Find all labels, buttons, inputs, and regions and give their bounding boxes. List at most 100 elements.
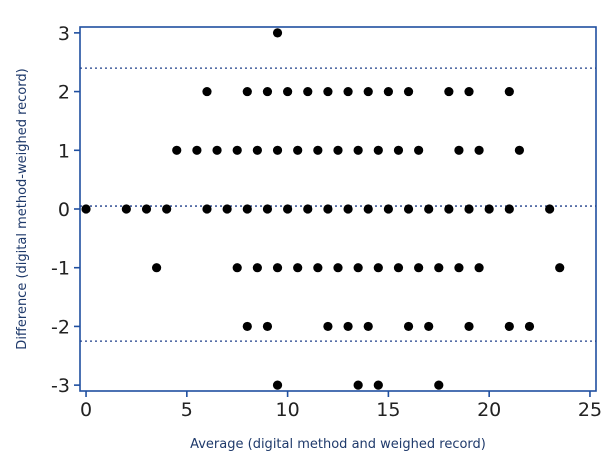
data-point-33 [162, 204, 172, 214]
data-point-29 [514, 145, 525, 155]
data-point-15 [192, 145, 202, 155]
data-point-74 [504, 321, 514, 332]
y-tick-label--1: -1 [51, 258, 70, 280]
x-axis-title: Average (digital method and weighed reco… [190, 437, 486, 452]
data-point-50 [545, 204, 555, 214]
data-point-17 [232, 145, 242, 155]
data-point-22 [333, 145, 343, 155]
data-point-3 [262, 86, 273, 97]
data-point-66 [242, 321, 252, 332]
data-point-40 [323, 204, 333, 214]
x-tick-label-5: 5 [181, 399, 193, 421]
data-point-78 [373, 380, 383, 390]
data-point-68 [323, 321, 333, 332]
axis-ticks: 0 5 10 15 20 25 -3 -2 -1 0 1 2 3 [51, 23, 602, 421]
data-point-61 [414, 263, 424, 273]
data-point-21 [313, 145, 323, 155]
data-point-10 [403, 86, 414, 97]
data-point-11 [444, 86, 454, 97]
data-point-43 [383, 204, 393, 214]
data-point-38 [283, 204, 293, 214]
data-point-37 [262, 204, 273, 214]
data-point-7 [343, 86, 353, 97]
data-point-58 [353, 263, 363, 273]
data-point-5 [303, 86, 313, 97]
data-point-53 [252, 263, 262, 273]
data-point-70 [363, 321, 373, 332]
data-point-69 [343, 321, 353, 332]
x-tick-label-20: 20 [477, 399, 501, 421]
data-point-9 [383, 86, 393, 97]
data-point-19 [272, 145, 283, 155]
data-point-28 [474, 145, 484, 155]
data-point-51 [151, 263, 162, 273]
data-point-60 [393, 263, 404, 273]
data-point-39 [303, 204, 313, 214]
data-point-75 [524, 321, 535, 332]
data-point-6 [323, 86, 333, 97]
data-point-13 [504, 86, 514, 97]
reference-lines [80, 67, 596, 342]
data-points [81, 28, 565, 390]
data-point-47 [464, 204, 474, 214]
y-tick-label-0: 0 [58, 199, 70, 221]
y-tick-label-2: 2 [58, 82, 70, 104]
data-point-26 [414, 145, 424, 155]
data-point-63 [454, 263, 464, 273]
y-axis-title: Difference (digital method-weighed recor… [15, 68, 30, 349]
y-tick-label-3: 3 [58, 23, 70, 45]
data-point-56 [313, 263, 323, 273]
data-point-62 [434, 263, 444, 273]
data-point-0 [272, 28, 283, 38]
data-point-2 [242, 86, 252, 97]
x-tick-label-0: 0 [80, 399, 92, 421]
y-tick-label-1: 1 [58, 140, 70, 162]
data-point-41 [343, 204, 353, 214]
data-point-46 [444, 204, 454, 214]
data-point-76 [272, 380, 283, 390]
data-point-77 [353, 380, 363, 390]
data-point-45 [424, 204, 434, 214]
data-point-14 [172, 145, 182, 155]
y-tick-label--3: -3 [51, 375, 70, 397]
data-point-34 [202, 204, 212, 214]
data-point-44 [403, 204, 414, 214]
y-tick-label--2: -2 [51, 316, 70, 338]
data-point-32 [141, 204, 152, 214]
data-point-73 [464, 321, 474, 332]
data-point-31 [121, 204, 131, 214]
data-point-55 [293, 263, 303, 273]
data-point-57 [333, 263, 343, 273]
x-tick-label-25: 25 [578, 399, 602, 421]
data-point-67 [262, 321, 273, 332]
data-point-52 [232, 263, 242, 273]
data-point-79 [434, 380, 444, 390]
data-point-20 [293, 145, 303, 155]
data-point-71 [403, 321, 414, 332]
data-point-42 [363, 204, 373, 214]
data-point-30 [81, 204, 91, 214]
data-point-23 [353, 145, 363, 155]
x-tick-label-15: 15 [376, 399, 400, 421]
data-point-59 [373, 263, 383, 273]
x-tick-label-10: 10 [276, 399, 300, 421]
data-point-24 [373, 145, 383, 155]
plot-frame [79, 26, 597, 392]
data-point-1 [202, 86, 212, 97]
data-point-18 [252, 145, 262, 155]
data-point-12 [464, 86, 474, 97]
data-point-8 [363, 86, 373, 97]
data-point-25 [393, 145, 404, 155]
data-point-72 [424, 321, 434, 332]
data-point-54 [272, 263, 283, 273]
data-point-65 [555, 263, 565, 273]
data-point-36 [242, 204, 252, 214]
data-point-64 [474, 263, 484, 273]
data-point-35 [222, 204, 232, 214]
data-point-4 [283, 86, 293, 97]
data-point-48 [484, 204, 494, 214]
data-point-27 [454, 145, 464, 155]
data-point-49 [504, 204, 514, 214]
data-point-16 [212, 145, 222, 155]
